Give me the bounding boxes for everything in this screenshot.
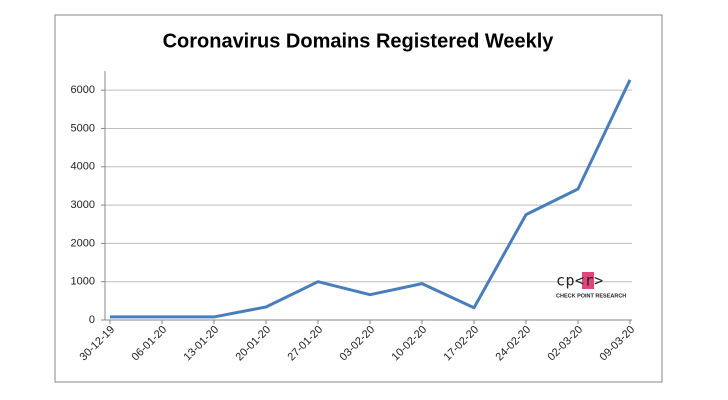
y-tick-label: 6000	[71, 84, 95, 96]
y-tick-label: 4000	[71, 161, 95, 173]
line-series	[110, 79, 632, 319]
chart-frame	[54, 14, 663, 383]
y-tick-label: 5000	[71, 122, 95, 134]
y-tick-label: 3000	[71, 199, 95, 211]
y-tick-label: 0	[89, 314, 95, 326]
logo-text: CHECK POINT RESEARCH	[556, 293, 626, 299]
y-tick-label: 2000	[71, 237, 95, 249]
logo-box	[582, 272, 594, 289]
logo-mark: cp<r>	[556, 272, 604, 290]
y-tick-label: 1000	[71, 276, 95, 288]
chart-title: Coronavirus Domains Registered Weekly	[163, 30, 555, 52]
